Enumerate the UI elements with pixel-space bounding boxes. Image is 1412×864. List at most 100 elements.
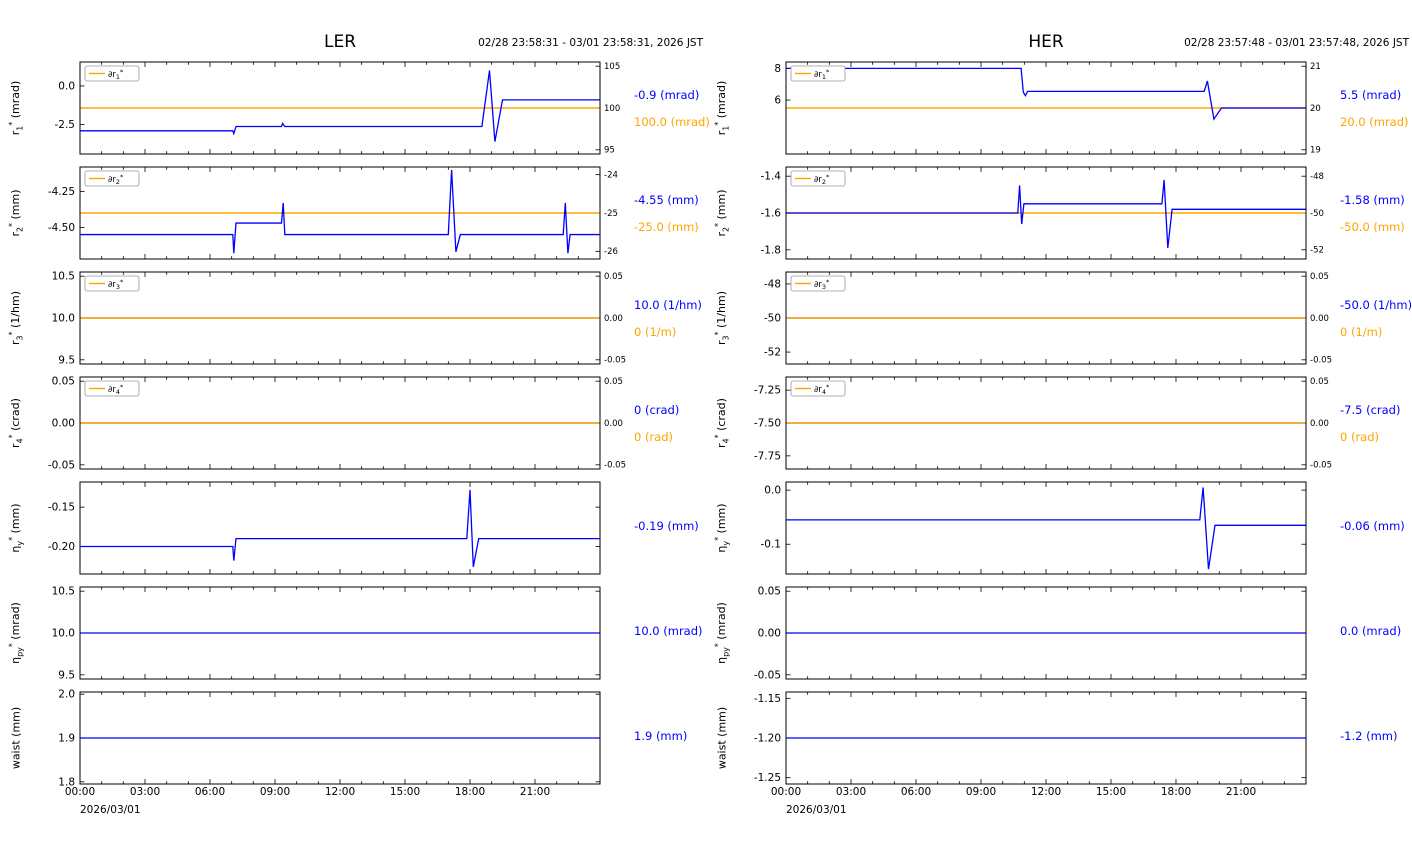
legend-label: ∂r4* — [108, 383, 124, 396]
readout-value: -0.19 (mm) — [634, 519, 699, 533]
svg-text:1.9: 1.9 — [58, 733, 75, 745]
legend-label: ∂r1* — [108, 68, 124, 81]
svg-text:10.5: 10.5 — [52, 271, 75, 283]
plot-stack-ler: r1* (mrad) 0.0 -2.5 105 100 95 ∂r1* -0.9 (mrad)… — [0, 61, 710, 789]
readout-value: -0.9 (mrad) — [634, 88, 700, 102]
legend-label: ∂r2* — [814, 173, 830, 186]
svg-text:20: 20 — [1310, 104, 1321, 114]
plot-border — [79, 481, 601, 575]
plot-canvas-eta-y[interactable]: -0.15 -0.20 — [20, 477, 710, 579]
plot-border — [785, 481, 1307, 575]
plot-border — [79, 691, 601, 785]
value-trace — [786, 67, 1306, 121]
value-trace — [80, 70, 600, 142]
tick-labels: -0.15 -0.20 — [48, 502, 75, 553]
readout-reference: 0 (rad) — [634, 430, 674, 444]
tick-labels: 0.0 -0.1 — [761, 485, 782, 551]
svg-text:-50: -50 — [1310, 209, 1324, 219]
x-tick-label: 15:00 — [1095, 786, 1127, 798]
legend: ∂r3* — [84, 275, 140, 292]
plot-row-waist: waist (mm) 2.0 1.9 1.8 1.9 (mm) — [0, 689, 706, 789]
plot-canvas-r1[interactable]: 8 6 21 20 19 ∂r1* — [726, 57, 1412, 159]
plot-canvas-r3[interactable]: -48 -50 -52 0.05 0.00 -0.05 ∂r3* — [726, 267, 1412, 369]
tick-labels: 10.5 10.0 9.5 — [52, 586, 75, 682]
plot-border — [785, 586, 1307, 680]
plot-canvas-eta-y[interactable]: 0.0 -0.1 — [726, 477, 1412, 579]
legend-label: ∂r4* — [814, 383, 830, 396]
svg-text:-0.15: -0.15 — [48, 502, 75, 514]
svg-text:0.05: 0.05 — [52, 376, 75, 388]
legend-label: ∂r1* — [814, 68, 830, 81]
readout-reference: 100.0 (mrad) — [634, 115, 710, 129]
plot-border — [785, 691, 1307, 785]
tick-labels: 8 6 21 20 19 — [774, 62, 1321, 156]
svg-text:0.05: 0.05 — [1310, 272, 1329, 282]
tick-labels: 2.0 1.9 1.8 — [58, 689, 75, 789]
readout-value: 5.5 (mrad) — [1340, 88, 1402, 102]
tick-labels: 0.05 0.00 -0.05 — [754, 586, 781, 682]
svg-text:0.05: 0.05 — [758, 586, 781, 598]
plot-canvas-r2[interactable]: -4.25 -4.50 -24 -25 -26 ∂r2* — [20, 162, 710, 264]
panel-title-ler: LER — [323, 32, 357, 52]
x-tick-label: 18:00 — [454, 786, 486, 798]
plot-canvas-r1[interactable]: 0.0 -2.5 105 100 95 ∂r1* — [20, 57, 710, 159]
x-tick-label: 00:00 — [64, 786, 96, 798]
value-trace — [786, 179, 1306, 249]
svg-text:-48: -48 — [764, 278, 781, 290]
plot-canvas-r3[interactable]: 10.5 10.0 9.5 0.05 0.00 -0.05 ∂r3* — [20, 267, 710, 369]
plot-canvas-waist[interactable]: 2.0 1.9 1.8 — [20, 687, 710, 789]
svg-text:0.00: 0.00 — [52, 418, 75, 430]
value-trace — [786, 487, 1306, 570]
plot-canvas-r4[interactable]: -7.25 -7.50 -7.75 0.05 0.00 -0.05 ∂r4* — [726, 372, 1412, 474]
svg-text:-7.75: -7.75 — [754, 450, 781, 462]
svg-text:-2.5: -2.5 — [55, 119, 76, 131]
svg-text:0.0: 0.0 — [764, 485, 781, 497]
svg-text:0.05: 0.05 — [604, 272, 623, 282]
x-axis-date-label: 2026/03/01 — [786, 804, 847, 816]
x-tick-label: 00:00 — [770, 786, 802, 798]
svg-text:-26: -26 — [604, 247, 618, 257]
readout-value: -0.06 (mm) — [1340, 519, 1405, 533]
plot-canvas-waist[interactable]: -1.15 -1.20 -1.25 — [726, 687, 1412, 789]
plot-row-r3: r3* (1/hm) -48 -50 -52 0.05 0.00 -0.05 ∂r3* -50.… — [706, 271, 1412, 366]
tick-labels: -1.4 -1.6 -1.8 -48 -50 -52 — [761, 171, 1324, 257]
svg-text:9.5: 9.5 — [58, 669, 75, 681]
readout-value: -4.55 (mm) — [634, 193, 699, 207]
x-tick-label: 12:00 — [324, 786, 356, 798]
svg-text:-1.25: -1.25 — [754, 772, 781, 784]
legend: ∂r4* — [84, 380, 140, 397]
tick-labels: 10.5 10.0 9.5 0.05 0.00 -0.05 — [52, 271, 626, 367]
readout-reference: 0 (1/m) — [634, 325, 677, 339]
time-range-ler: 02/28 23:58:31 - 03/01 23:58:31, 2026 JS… — [478, 37, 703, 49]
svg-text:-0.05: -0.05 — [1310, 461, 1332, 471]
svg-text:-52: -52 — [764, 347, 781, 359]
plot-canvas-r4[interactable]: 0.05 0.00 -0.05 0.05 0.00 -0.05 ∂r4* — [20, 372, 710, 474]
plot-canvas-r2[interactable]: -1.4 -1.6 -1.8 -48 -50 -52 ∂r2* — [726, 162, 1412, 264]
readout-value: 10.0 (1/hm) — [634, 298, 702, 312]
plot-row-r4: r4* (crad) -7.25 -7.50 -7.75 0.05 0.00 -0.05 ∂r… — [706, 376, 1412, 471]
tick-labels: -4.25 -4.50 -24 -25 -26 — [48, 170, 618, 257]
svg-text:8: 8 — [774, 63, 781, 75]
x-axis-date-label: 2026/03/01 — [80, 804, 141, 816]
plot-canvas-eta-py[interactable]: 10.5 10.0 9.5 — [20, 582, 710, 684]
plot-border — [785, 376, 1307, 470]
plot-stack-her: r1* (mrad) 8 6 21 20 19 ∂r1* 5.5 (mrad) 20.0 (mr… — [706, 0, 1412, 864]
svg-text:-50: -50 — [764, 313, 781, 325]
tick-labels: 0.05 0.00 -0.05 0.05 0.00 -0.05 — [48, 376, 626, 472]
svg-text:10.5: 10.5 — [52, 586, 75, 598]
plot-row-r1: r1* (mrad) 8 6 21 20 19 ∂r1* 5.5 (mrad) 20.0 (mr… — [706, 61, 1412, 156]
plot-row-eta-y: ηy* (mm) 0.0 -0.1 -0.06 (mm) — [706, 481, 1412, 575]
plot-border — [79, 376, 601, 470]
svg-text:-48: -48 — [1310, 172, 1324, 182]
plot-border — [79, 61, 601, 155]
svg-text:105: 105 — [604, 62, 620, 72]
svg-text:0.00: 0.00 — [1310, 419, 1329, 429]
svg-text:0.05: 0.05 — [604, 377, 623, 387]
svg-text:-25: -25 — [604, 209, 618, 219]
plot-row-eta-py: ηpy* (mrad) 0.05 0.00 -0.05 0.0 (mrad) — [706, 586, 1412, 682]
readout-value: -1.2 (mm) — [1340, 729, 1398, 743]
plot-border — [785, 271, 1307, 365]
plot-canvas-eta-py[interactable]: 0.05 0.00 -0.05 — [726, 582, 1412, 684]
value-trace — [80, 489, 600, 568]
plot-row-r1: r1* (mrad) 0.0 -2.5 105 100 95 ∂r1* -0.9 (mrad)… — [0, 61, 710, 156]
